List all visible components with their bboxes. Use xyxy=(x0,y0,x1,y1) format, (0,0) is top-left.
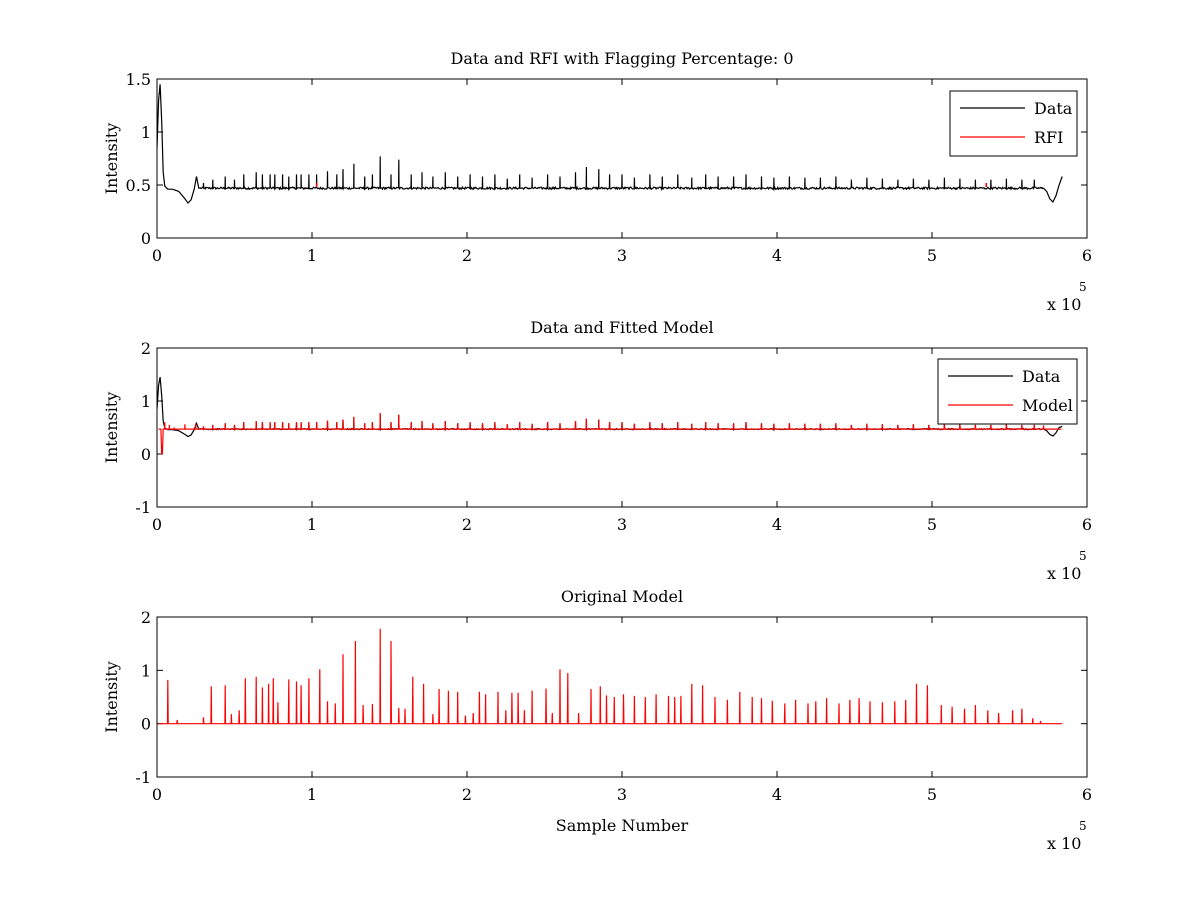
x-multiplier: x 10 xyxy=(1047,295,1081,314)
y-tick-label: 0 xyxy=(141,445,151,464)
plot-area xyxy=(157,376,1063,455)
x-tick-label: 4 xyxy=(772,785,782,804)
x-tick-label: 4 xyxy=(772,515,782,534)
x-tick-label: 2 xyxy=(462,785,472,804)
y-axis-label: Intensity xyxy=(102,123,121,195)
x-tick-label: 0 xyxy=(152,515,162,534)
y-tick-label: -1 xyxy=(135,498,151,517)
y-tick-label: 2 xyxy=(141,608,151,627)
x-tick-label: 1 xyxy=(307,515,317,534)
y-tick-label: 0 xyxy=(141,715,151,734)
y-tick-label: 1 xyxy=(141,123,151,142)
x-tick-label: 4 xyxy=(772,246,782,265)
x-tick-label: 2 xyxy=(462,246,472,265)
legend-box xyxy=(937,358,1078,425)
x-multiplier: x 10 xyxy=(1047,834,1081,853)
x-tick-label: 2 xyxy=(462,515,472,534)
x-tick-label: 5 xyxy=(927,246,937,265)
x-axis-label: Sample Number xyxy=(556,816,689,835)
subplot-1: Data and RFI with Flagging Percentage: 0… xyxy=(102,49,1092,314)
x-multiplier-exponent: 5 xyxy=(1079,819,1087,833)
legend-label: Model xyxy=(1022,396,1073,415)
plot-area xyxy=(157,84,1063,204)
x-tick-label: 6 xyxy=(1082,515,1092,534)
legend-label: Data xyxy=(1022,367,1061,386)
y-tick-label: 1.5 xyxy=(126,70,151,89)
x-multiplier-exponent: 5 xyxy=(1079,280,1087,294)
y-tick-label: 1 xyxy=(141,661,151,680)
legend-label: RFI xyxy=(1034,128,1063,147)
series-model-line xyxy=(158,413,1062,455)
chart-title: Data and Fitted Model xyxy=(530,318,713,337)
legend-box xyxy=(949,90,1078,157)
x-tick-label: 1 xyxy=(307,785,317,804)
series-data-line xyxy=(157,84,1063,204)
x-tick-label: 3 xyxy=(617,785,627,804)
plot-area xyxy=(158,628,1063,725)
y-tick-label: 1 xyxy=(141,392,151,411)
x-tick-label: 5 xyxy=(927,515,937,534)
y-axis-label: Intensity xyxy=(102,392,121,464)
chart-title: Data and RFI with Flagging Percentage: 0 xyxy=(450,49,793,68)
x-tick-label: 6 xyxy=(1082,246,1092,265)
legend: Data Model xyxy=(937,358,1078,425)
y-tick-label: 0.5 xyxy=(126,176,151,195)
series-original-model-line xyxy=(158,628,1063,725)
legend-label: Data xyxy=(1034,99,1073,118)
legend: Data RFI xyxy=(949,90,1078,157)
x-tick-label: 0 xyxy=(152,785,162,804)
x-multiplier-exponent: 5 xyxy=(1079,549,1087,563)
x-tick-label: 3 xyxy=(617,515,627,534)
axes-frame xyxy=(156,78,1088,239)
y-tick-label: 0 xyxy=(141,229,151,248)
x-tick-label: 6 xyxy=(1082,785,1092,804)
x-tick-label: 0 xyxy=(152,246,162,265)
x-tick-label: 1 xyxy=(307,246,317,265)
x-tick-label: 3 xyxy=(617,246,627,265)
chart-title: Original Model xyxy=(561,587,683,606)
y-tick-label: -1 xyxy=(135,768,151,787)
x-multiplier: x 10 xyxy=(1047,564,1081,583)
y-tick-label: 2 xyxy=(141,339,151,358)
x-tick-label: 5 xyxy=(927,785,937,804)
y-axis-label: Intensity xyxy=(102,661,121,733)
